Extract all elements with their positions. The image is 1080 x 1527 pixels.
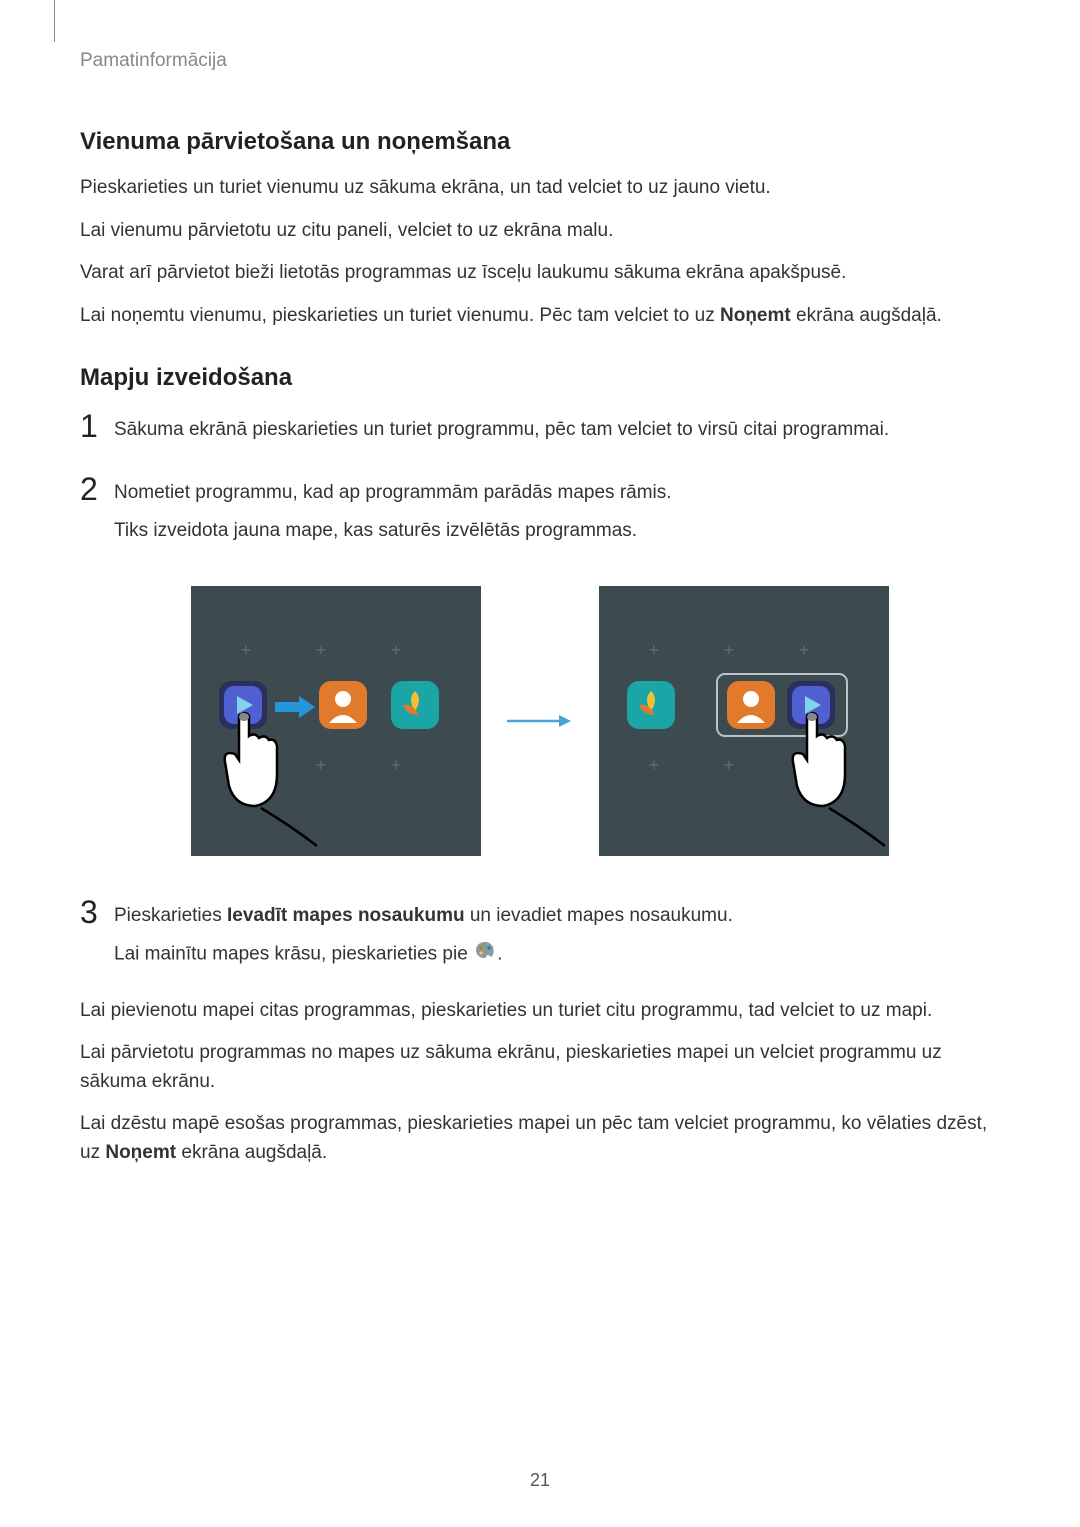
step-text: Pieskarieties Ievadīt mapes nosaukumu un… [114,902,733,931]
section-title-folders: Mapju izveidošana [80,364,1000,392]
arrow-icon [505,706,575,736]
svg-text:+: + [724,640,735,660]
para: Lai pārvietotu programmas no mapes uz sā… [80,1039,1000,1096]
step-text: Nometiet programmu, kad ap programmām pa… [114,479,672,508]
text: ekrāna augšdaļā. [176,1142,327,1163]
text-bold: Noņemt [720,305,791,326]
svg-text:+: + [391,640,402,660]
para: Lai vienumu pārvietotu uz citu paneli, v… [80,217,1000,246]
palette-icon [475,940,495,969]
text: un ievadiet mapes nosaukumu. [465,905,733,926]
para: Lai dzēstu mapē esošas programmas, piesk… [80,1110,1000,1167]
text: Lai noņemtu vienumu, pieskarieties un tu… [80,305,720,326]
step-number: 3 [80,896,114,928]
figure-before: + + + + + [191,586,481,856]
page-number: 21 [0,1470,1080,1491]
page-margin-rule [54,0,55,42]
svg-text:+: + [649,755,660,775]
step-1: 1 Sākuma ekrānā pieskarieties un turiet … [80,410,1000,455]
svg-text:+: + [316,755,327,775]
step-3: 3 Pieskarieties Ievadīt mapes nosaukumu … [80,896,1000,979]
figure-after: + + + + + [599,586,889,856]
breadcrumb: Pamatinformācija [80,50,1000,72]
para: Varat arī pārvietot bieži lietotās progr… [80,259,1000,288]
section-title-move-remove: Vienuma pārvietošana un noņemšana [80,128,1000,156]
step-2: 2 Nometiet programmu, kad ap programmām … [80,473,1000,556]
svg-text:+: + [799,640,810,660]
text: . [497,943,502,964]
step-text: Tiks izveidota jauna mape, kas saturēs i… [114,517,672,546]
svg-text:+: + [724,755,735,775]
step-text: Sākuma ekrānā pieskarieties un turiet pr… [114,416,889,445]
text-bold: Noņemt [105,1142,176,1163]
text-bold: Ievadīt mapes nosaukumu [227,905,465,926]
svg-text:+: + [649,640,660,660]
step-number: 2 [80,473,114,505]
text: Pieskarieties [114,905,227,926]
text: Lai mainītu mapes krāsu, pieskarieties p… [114,943,473,964]
para: Lai pievienotu mapei citas programmas, p… [80,997,1000,1026]
instruction-figure: + + + + + [80,586,1000,856]
step-text: Lai mainītu mapes krāsu, pieskarieties p… [114,940,733,969]
step-number: 1 [80,410,114,442]
para: Pieskarieties un turiet vienumu uz sākum… [80,174,1000,203]
text: ekrāna augšdaļā. [791,305,942,326]
svg-text:+: + [316,640,327,660]
svg-text:+: + [241,640,252,660]
para: Lai noņemtu vienumu, pieskarieties un tu… [80,302,1000,331]
svg-text:+: + [391,755,402,775]
